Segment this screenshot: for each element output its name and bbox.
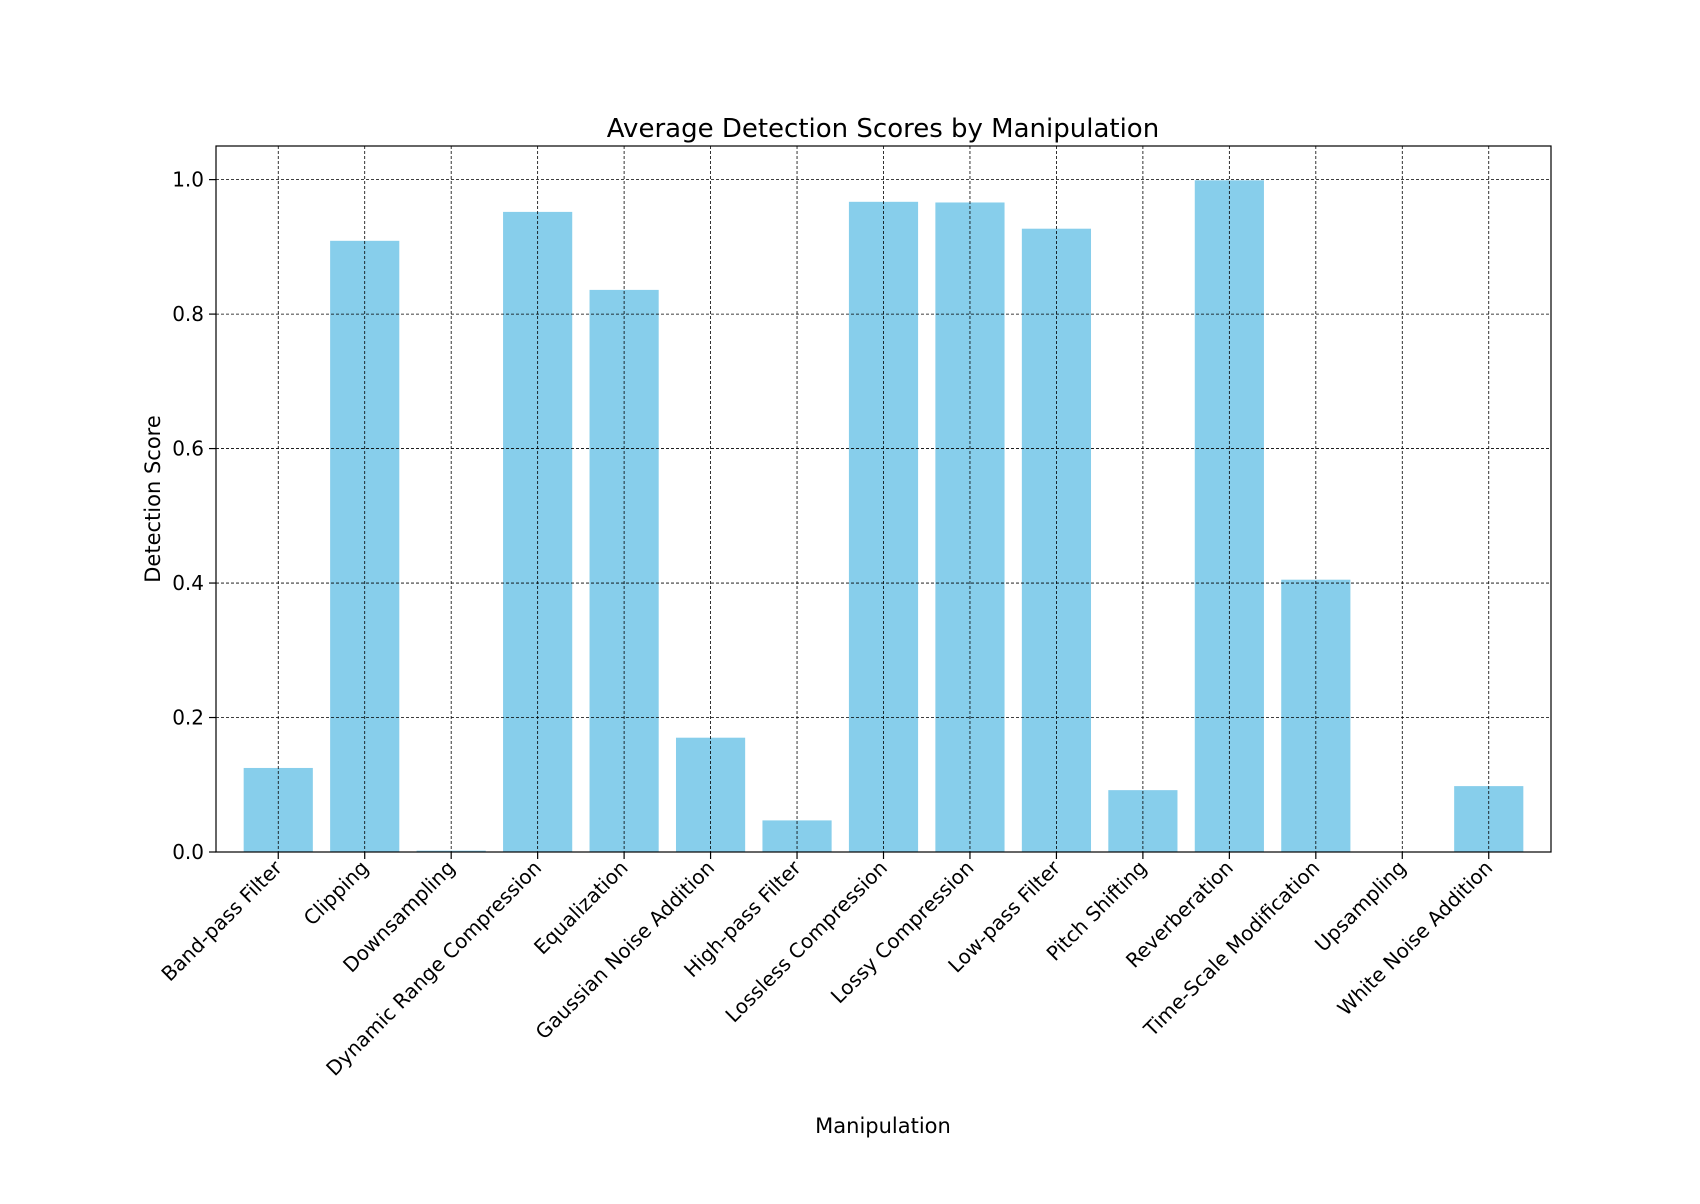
x-tick-label: Clipping	[299, 856, 374, 931]
y-axis-label: Detection Score	[141, 415, 165, 583]
y-tick-label: 0.2	[172, 706, 204, 730]
chart-title: Average Detection Scores by Manipulation	[607, 114, 1159, 144]
y-tick-label: 1.0	[172, 168, 204, 192]
y-tick-label: 0.8	[172, 302, 204, 326]
x-tick-label: Time-Scale Modification	[1138, 856, 1324, 1042]
x-tick-label: Lossy Compression	[826, 856, 979, 1009]
x-tick-label: Band-pass Filter	[157, 855, 288, 986]
x-axis: Band-pass Filter ClippingDownsamplingDyna…	[157, 852, 1498, 1080]
x-axis-label: Manipulation	[815, 1114, 951, 1138]
y-axis: 0.0 0.2 0.4 0.6 0.8 1.0	[172, 168, 216, 864]
x-tick-label: White Noise Addition	[1333, 856, 1498, 1021]
y-tick-label: 0.0	[172, 840, 204, 864]
x-tick-label: Gaussian Noise Addition	[531, 856, 719, 1044]
bar	[675, 737, 746, 852]
grid-group	[216, 146, 1551, 853]
y-tick-label: 0.4	[172, 571, 204, 595]
bar	[243, 767, 313, 852]
x-tick-label: Lossless Compression	[720, 856, 892, 1028]
y-tick-label: 0.6	[172, 437, 204, 461]
